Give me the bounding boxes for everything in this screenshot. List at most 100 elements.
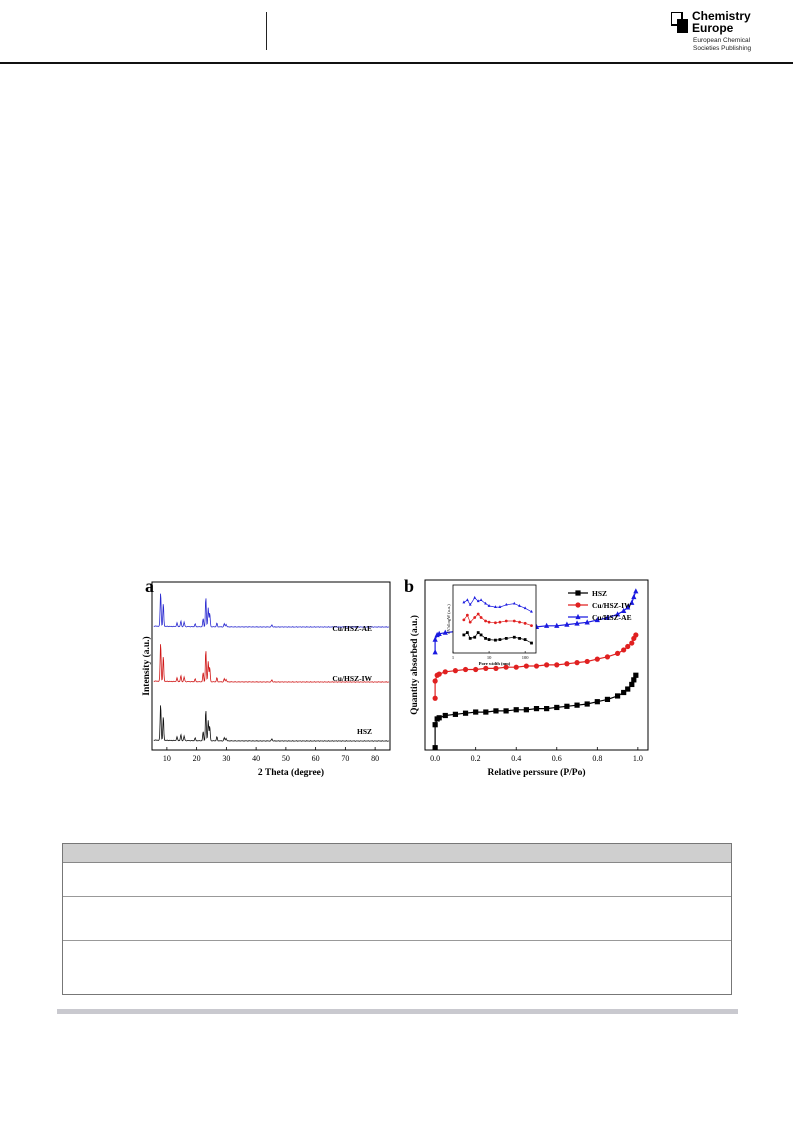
table-header-row [63,844,731,863]
plot-frame [151,581,391,751]
legend-label: HSZ [592,589,607,598]
data-point [436,715,442,721]
data-point [621,689,627,696]
y-axis-label: Quantity absorbed (a.u.) [409,615,420,715]
table-row [63,897,731,941]
inset-data-point [498,605,502,608]
inset-data-point [494,638,497,642]
data-point [436,630,442,636]
inset-data-point [479,598,483,602]
data-point [574,660,580,666]
data-point [473,666,479,673]
inset-data-point [476,599,480,603]
data-point [544,706,550,712]
x-tick-label: 60 [312,754,320,763]
data-point [436,671,442,677]
inset-data-point [504,637,508,640]
data-point [544,622,550,628]
data-point [604,654,611,660]
figure: a b 10 20 30 40 50 60 70 80 2 Theta (degree) Inte… [141,576,649,778]
inset-data-point [484,637,487,640]
table-row [63,863,731,897]
data-point [633,672,639,678]
inset-data-point [518,620,521,624]
panel-a-letter: a [145,576,154,596]
data-point [625,604,631,610]
inset-x-tick-label: 100 [522,655,530,660]
data-point [523,663,529,669]
data-point [462,666,469,673]
data-point [614,611,621,617]
data-point [432,649,438,655]
inset-data-point [518,637,521,640]
x-tick-label: 50 [282,754,290,763]
data-point [594,616,600,623]
brand-name-line1: Chemistry [692,9,751,23]
series-label: HSZ [357,727,372,736]
x-tick-label: 80 [371,754,379,763]
inset-data-point [494,605,497,608]
data-point [621,607,627,613]
data-point [432,678,438,684]
inset-data-point [473,635,477,639]
data-point [483,665,489,671]
data-point [442,712,448,719]
data-point [629,640,635,646]
legend-label: Cu/HSZ-AE [592,613,632,622]
inset-data-point [494,621,497,625]
data-point [633,588,639,594]
inset-x-tick-label: 1 [452,655,454,660]
data-point [554,704,560,711]
data-point [432,695,438,701]
data-point [513,707,519,713]
inset-data-point [498,638,502,641]
x-tick-label: 0.2 [471,754,481,763]
inset-data-point [484,601,487,605]
inset-data-point [484,619,487,623]
data-point [533,706,540,712]
data-point [564,621,570,627]
inset-x-tick-label: 10 [487,655,492,660]
table [62,843,732,995]
x-tick-label: 1.0 [633,754,643,763]
series-label: Cu/HSZ-IW [332,674,372,683]
data-point [594,699,600,705]
data-point [462,710,469,716]
data-point [503,664,509,670]
inset-data-point [476,612,480,616]
data-point [625,643,631,650]
inset-data-point [462,600,466,604]
x-tick-label: 0.0 [430,754,440,763]
data-point [631,593,637,600]
legend-marker [575,602,581,608]
data-point [452,668,459,674]
data-point [432,636,438,642]
data-point [604,614,611,620]
series-line [153,644,390,683]
brand-sub-line1: European Chemical [693,37,751,44]
x-tick-label: 0.6 [552,754,562,763]
inset-data-point [462,633,466,637]
inset-data-point [473,595,477,599]
inset-y-axis-label: dV/dlogW (a.u.) [446,604,451,634]
x-tick-label: 40 [252,754,260,763]
x-tick-label: 10 [163,754,171,763]
data-point [513,664,519,670]
inset-data-point [487,604,491,607]
inset-frame [452,584,537,654]
data-point [584,701,590,707]
inset-data-point [530,609,533,613]
data-point [621,647,627,653]
inset-data-point [465,613,469,617]
plot-frame [424,579,649,751]
inset-data-point [468,637,472,640]
data-point [631,677,637,683]
data-point [574,702,580,708]
header-divider [266,12,267,50]
data-point [533,663,540,669]
panel-b-isotherm-chart: 0.0 0.2 0.4 0.6 0.8 1.0 Relative perssure (P/P… [409,579,649,778]
inset-data-point [512,635,516,639]
data-point [574,620,580,626]
x-tick-label: 70 [341,754,349,763]
data-point [442,669,448,675]
